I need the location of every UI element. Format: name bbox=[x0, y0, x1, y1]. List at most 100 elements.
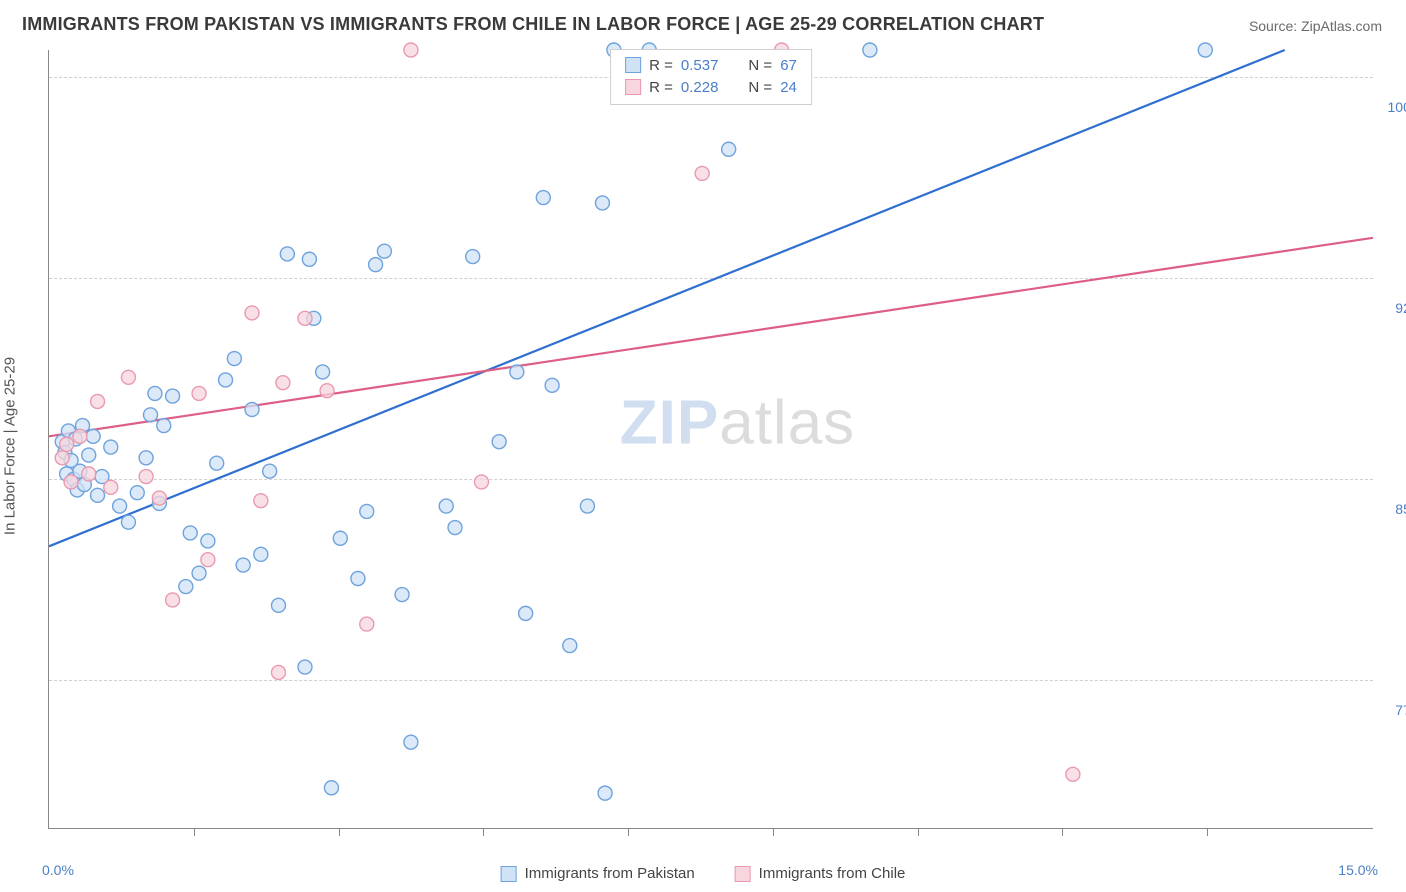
data-point-pakistan bbox=[316, 365, 330, 379]
legend-r-label: R = bbox=[649, 57, 673, 74]
data-point-pakistan bbox=[302, 252, 316, 266]
data-point-pakistan bbox=[280, 247, 294, 261]
data-point-chile bbox=[271, 665, 285, 679]
data-point-pakistan bbox=[227, 352, 241, 366]
data-point-chile bbox=[695, 166, 709, 180]
y-axis-label: In Labor Force | Age 25-29 bbox=[2, 357, 19, 535]
legend-label: Immigrants from Chile bbox=[759, 865, 906, 882]
data-point-pakistan bbox=[148, 386, 162, 400]
y-tick-label: 100.0% bbox=[1380, 99, 1406, 115]
data-point-chile bbox=[276, 376, 290, 390]
data-point-chile bbox=[104, 480, 118, 494]
y-tick-label: 85.0% bbox=[1380, 501, 1406, 517]
x-axis-max-label: 15.0% bbox=[1338, 862, 1378, 878]
x-tick bbox=[194, 828, 195, 836]
legend-swatch-pakistan bbox=[501, 866, 517, 882]
data-point-pakistan bbox=[219, 373, 233, 387]
data-point-pakistan bbox=[263, 464, 277, 478]
data-point-pakistan bbox=[271, 598, 285, 612]
data-point-chile bbox=[91, 394, 105, 408]
legend-r-label: R = bbox=[649, 79, 673, 96]
data-point-pakistan bbox=[545, 378, 559, 392]
data-point-pakistan bbox=[113, 499, 127, 513]
data-point-chile bbox=[404, 43, 418, 57]
data-point-pakistan bbox=[439, 499, 453, 513]
data-point-pakistan bbox=[166, 389, 180, 403]
legend-stats-row: R = 0.537 N = 67 bbox=[625, 54, 797, 76]
data-point-pakistan bbox=[351, 572, 365, 586]
data-point-chile bbox=[64, 475, 78, 489]
x-axis-min-label: 0.0% bbox=[42, 862, 74, 878]
data-point-pakistan bbox=[492, 435, 506, 449]
data-point-pakistan bbox=[536, 191, 550, 205]
x-tick bbox=[773, 828, 774, 836]
data-point-pakistan bbox=[333, 531, 347, 545]
legend-n-label: N = bbox=[748, 57, 772, 74]
data-point-pakistan bbox=[595, 196, 609, 210]
data-point-chile bbox=[60, 437, 74, 451]
data-point-pakistan bbox=[598, 786, 612, 800]
plot-area: 77.5%85.0%92.5%100.0% ZIPatlas R =0.537N… bbox=[48, 50, 1373, 829]
data-point-chile bbox=[73, 429, 87, 443]
data-point-chile bbox=[320, 384, 334, 398]
data-point-pakistan bbox=[298, 660, 312, 674]
legend-label: Immigrants from Pakistan bbox=[525, 865, 695, 882]
data-point-pakistan bbox=[144, 408, 158, 422]
data-point-pakistan bbox=[395, 588, 409, 602]
legend-series: Immigrants from Pakistan Immigrants from … bbox=[501, 865, 906, 882]
data-point-pakistan bbox=[139, 451, 153, 465]
chart-title: IMMIGRANTS FROM PAKISTAN VS IMMIGRANTS F… bbox=[22, 14, 1044, 35]
data-point-pakistan bbox=[369, 258, 383, 272]
legend-swatch-chile bbox=[735, 866, 751, 882]
x-tick bbox=[628, 828, 629, 836]
legend-n-value: 24 bbox=[780, 79, 797, 96]
legend-stats: R = 0.537 N = 67 R = 0.228 N = 24 bbox=[610, 49, 812, 105]
data-point-pakistan bbox=[179, 580, 193, 594]
legend-swatch-chile bbox=[625, 79, 641, 95]
data-point-pakistan bbox=[104, 440, 118, 454]
data-point-pakistan bbox=[130, 486, 144, 500]
data-point-chile bbox=[152, 491, 166, 505]
legend-r-value: 0.228 bbox=[681, 79, 719, 96]
data-point-pakistan bbox=[245, 402, 259, 416]
data-point-pakistan bbox=[377, 244, 391, 258]
data-point-pakistan bbox=[82, 448, 96, 462]
x-tick bbox=[1062, 828, 1063, 836]
x-tick bbox=[483, 828, 484, 836]
data-point-pakistan bbox=[404, 735, 418, 749]
data-point-chile bbox=[82, 467, 96, 481]
legend-n-value: 67 bbox=[780, 57, 797, 74]
data-point-chile bbox=[360, 617, 374, 631]
data-point-pakistan bbox=[183, 526, 197, 540]
x-tick bbox=[339, 828, 340, 836]
data-point-pakistan bbox=[1198, 43, 1212, 57]
source-label: Source: ZipAtlas.com bbox=[1249, 18, 1382, 34]
data-point-pakistan bbox=[192, 566, 206, 580]
data-point-chile bbox=[201, 553, 215, 567]
data-point-pakistan bbox=[448, 521, 462, 535]
legend-item-chile: Immigrants from Chile bbox=[735, 865, 906, 882]
data-point-pakistan bbox=[254, 547, 268, 561]
data-point-pakistan bbox=[86, 429, 100, 443]
data-point-pakistan bbox=[519, 606, 533, 620]
x-tick bbox=[1207, 828, 1208, 836]
data-point-chile bbox=[475, 475, 489, 489]
y-tick-label: 92.5% bbox=[1380, 300, 1406, 316]
chart-container: IMMIGRANTS FROM PAKISTAN VS IMMIGRANTS F… bbox=[0, 0, 1406, 892]
x-tick bbox=[918, 828, 919, 836]
data-point-chile bbox=[121, 370, 135, 384]
data-point-pakistan bbox=[722, 142, 736, 156]
data-point-chile bbox=[298, 311, 312, 325]
data-point-pakistan bbox=[580, 499, 594, 513]
data-point-pakistan bbox=[360, 504, 374, 518]
data-point-chile bbox=[254, 494, 268, 508]
data-point-chile bbox=[166, 593, 180, 607]
data-point-chile bbox=[139, 470, 153, 484]
data-point-pakistan bbox=[563, 639, 577, 653]
data-point-pakistan bbox=[324, 781, 338, 795]
data-point-pakistan bbox=[863, 43, 877, 57]
data-point-pakistan bbox=[236, 558, 250, 572]
legend-n-label: N = bbox=[748, 79, 772, 96]
legend-r-value: 0.537 bbox=[681, 57, 719, 74]
data-point-chile bbox=[245, 306, 259, 320]
